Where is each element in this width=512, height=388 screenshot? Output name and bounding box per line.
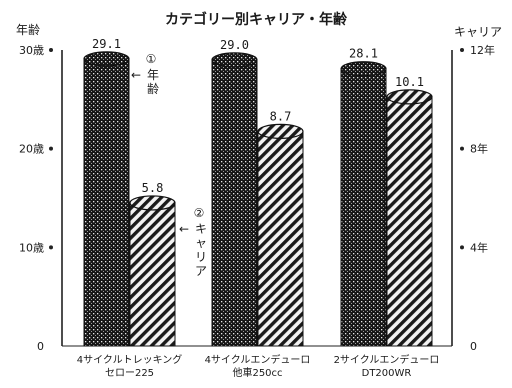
- annotation-text: ← キャリア: [179, 222, 207, 278]
- left-tick-label: 10歳: [19, 241, 44, 254]
- right-tick-label: 12年: [470, 43, 495, 57]
- value-label: 29.1: [92, 37, 121, 51]
- category-label: 4サイクルトレッキング: [77, 353, 183, 366]
- bar-body: [211, 59, 258, 347]
- right-axis-title: キャリア: [454, 25, 502, 39]
- bar: [129, 195, 176, 347]
- category-label: 他車250cc: [232, 366, 282, 379]
- category-label: 2サイクルエンデューロ: [334, 353, 440, 366]
- annotation-number: ①: [146, 52, 157, 66]
- right-axis-ticks: 0 4年 8年 12年: [460, 43, 495, 353]
- category-label: DT200WR: [362, 368, 412, 379]
- left-tick-label: 0: [37, 340, 44, 353]
- annotation-number: ②: [194, 206, 205, 220]
- category-label: セロー225: [105, 367, 154, 379]
- bar: [83, 51, 130, 347]
- bar-top: [386, 89, 433, 105]
- right-tick-label: 0: [470, 340, 477, 353]
- value-label: 8.7: [270, 109, 292, 123]
- bar: [257, 123, 304, 347]
- bar: [211, 52, 258, 347]
- value-label: 29.0: [220, 38, 249, 52]
- bars: 29.1 5.8 29.0 8.7 28.1 10.1: [83, 37, 433, 347]
- bar: [340, 61, 387, 347]
- value-label: 10.1: [395, 75, 424, 89]
- right-tick-mark: [460, 245, 464, 250]
- left-tick-mark: [49, 245, 53, 250]
- left-tick-label: 30歳: [19, 44, 44, 57]
- bar-body: [386, 96, 433, 347]
- value-label: 28.1: [349, 47, 378, 61]
- left-tick-mark: [49, 146, 53, 151]
- right-tick-mark: [460, 146, 464, 151]
- bar: [386, 89, 433, 347]
- bar-top: [340, 61, 387, 77]
- right-tick-label: 4年: [470, 240, 488, 254]
- left-axis-ticks: 0 10歳 20歳 30歳: [19, 44, 53, 353]
- left-axis-title: 年齢: [16, 22, 40, 37]
- bar-body: [83, 58, 130, 347]
- value-label: 5.8: [142, 181, 164, 195]
- right-tick-label: 8年: [470, 142, 488, 156]
- bar-top: [211, 52, 258, 68]
- left-tick-label: 20歳: [19, 143, 44, 156]
- bar-body: [257, 130, 304, 347]
- chart-title: カテゴリー別キャリア・年齢: [165, 11, 348, 28]
- bar-top: [257, 123, 304, 139]
- bar-body: [340, 68, 387, 347]
- annotation-text: ← 年齢: [131, 68, 159, 96]
- right-tick-mark: [460, 48, 464, 52]
- series-annotations: ① ← 年齢 ② ← キャリア: [131, 52, 207, 278]
- left-tick-mark: [49, 48, 53, 52]
- bar-top: [129, 195, 176, 211]
- bar-top: [83, 51, 130, 67]
- bar-body: [129, 202, 176, 347]
- category-label: 4サイクルエンデューロ: [205, 353, 311, 366]
